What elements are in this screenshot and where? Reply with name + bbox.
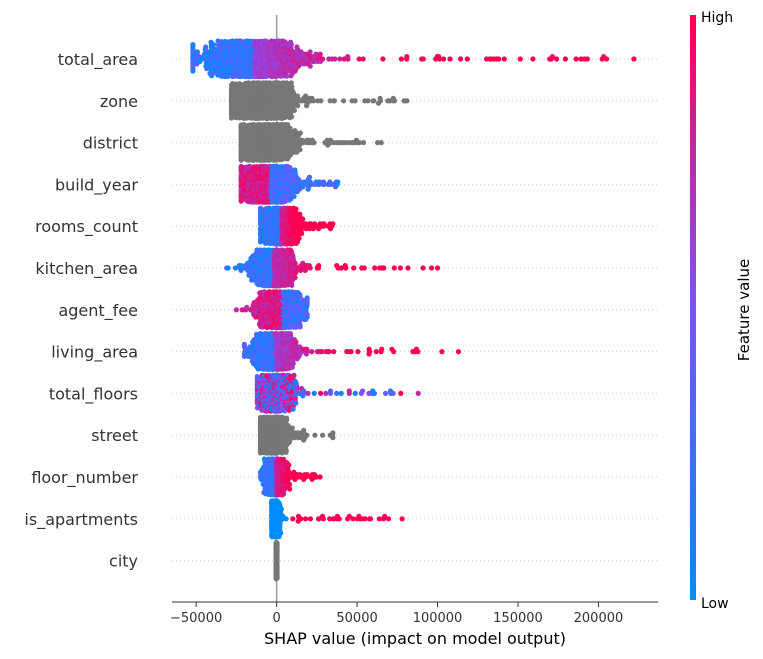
shap-point (307, 63, 313, 69)
shap-point (210, 42, 217, 48)
shap-point (420, 56, 426, 62)
shap-point (307, 49, 313, 55)
shap-point (305, 186, 311, 192)
shap-point (365, 98, 371, 104)
shap-point (332, 56, 338, 62)
shap-point (287, 165, 293, 171)
shap-point (292, 167, 298, 173)
shap-point (447, 56, 453, 62)
beeswarm-points (190, 38, 637, 582)
shap-point (341, 98, 347, 104)
shap-point (297, 147, 303, 153)
shap-point (496, 56, 502, 62)
shap-point (404, 54, 410, 60)
shap-point (335, 179, 341, 185)
shap-point (584, 56, 590, 62)
shap-point (295, 103, 301, 109)
shap-point (441, 56, 447, 62)
shap-point (287, 125, 293, 131)
shap-point (292, 172, 298, 178)
shap-point (377, 95, 383, 101)
shap-point (554, 56, 560, 62)
shap-point (436, 54, 442, 60)
shap-point (392, 98, 398, 104)
shap-point (398, 56, 404, 62)
shap-point (289, 114, 295, 120)
shap-point (291, 193, 297, 199)
shap-point (291, 107, 297, 113)
shap-point (237, 81, 243, 87)
shap-point (306, 174, 313, 180)
shap-point (352, 98, 358, 104)
shap-point (294, 44, 300, 50)
shap-point (464, 56, 470, 62)
shap-point (457, 56, 464, 62)
shap-point (573, 56, 579, 62)
shap-point (380, 56, 386, 62)
shap-point (190, 42, 196, 48)
shap-point (194, 49, 200, 55)
shap-point (304, 103, 310, 109)
shap-point (288, 39, 294, 45)
shap-point (290, 88, 296, 94)
shap-point (562, 56, 569, 62)
shap-point (288, 73, 294, 79)
shap-point (285, 156, 291, 162)
shap-point (292, 68, 298, 74)
shap-point (317, 51, 323, 57)
shap-point (345, 54, 351, 60)
shap-point (288, 80, 294, 86)
shap-point (604, 56, 610, 62)
shap-point (320, 56, 326, 62)
shap-point (375, 100, 382, 106)
shap-point (360, 56, 366, 62)
shap-point (631, 56, 637, 62)
shap-point (190, 68, 196, 74)
shap-point (378, 140, 384, 146)
shap-point (297, 130, 303, 136)
shap-point (530, 56, 536, 62)
shap-point (318, 98, 324, 104)
shap-point (210, 70, 216, 76)
shap-point (501, 56, 507, 62)
shap-point (311, 140, 317, 146)
shap-point (404, 98, 410, 104)
shap-point (517, 56, 523, 62)
shap-point (331, 98, 337, 104)
shap-point (203, 44, 209, 50)
shap-point (360, 140, 367, 146)
shap-point (282, 39, 288, 45)
shap-point (371, 98, 377, 104)
